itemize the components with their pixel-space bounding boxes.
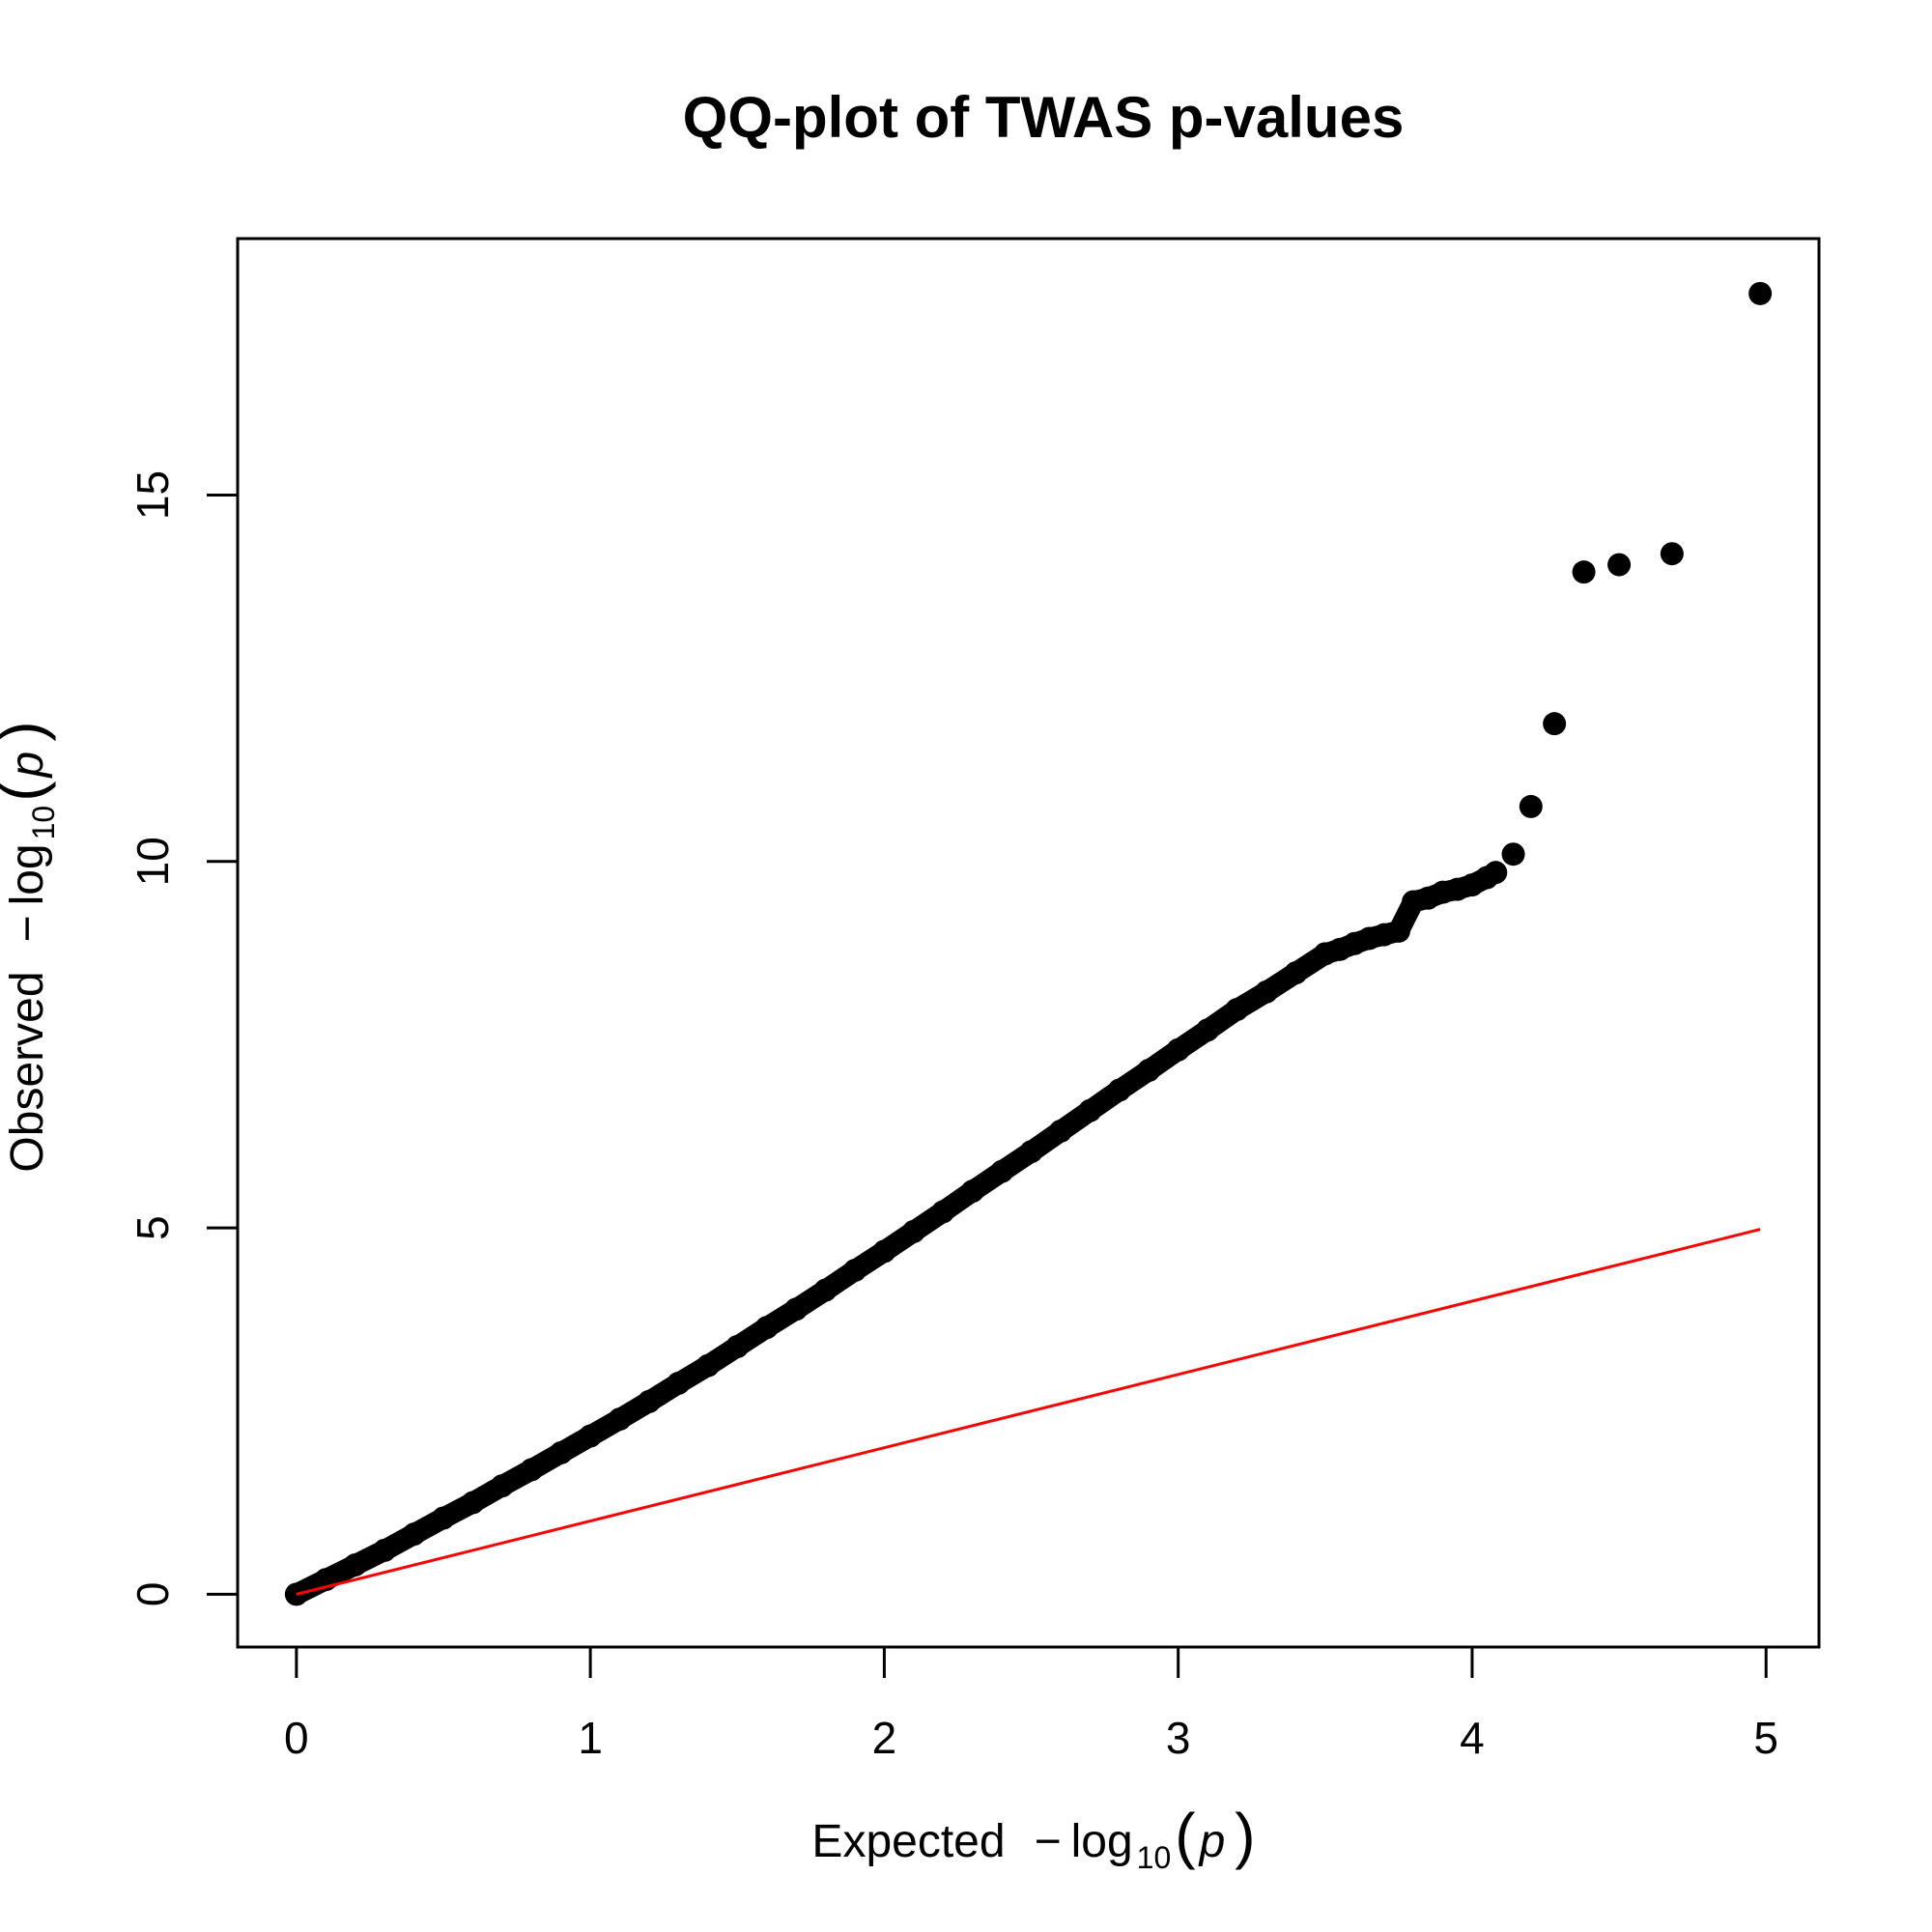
- data-point: [872, 1239, 896, 1264]
- data-point: [402, 1522, 426, 1547]
- y-tick-label: 5: [128, 1215, 178, 1240]
- data-point: [1284, 961, 1308, 985]
- data-point: [667, 1371, 691, 1395]
- plot-frame: [236, 237, 1821, 1649]
- y-axis-label: Observed − log 10 ( p ): [0, 721, 61, 1172]
- data-point: [842, 1259, 867, 1283]
- data-point: [1386, 919, 1410, 943]
- data-point: [1607, 553, 1632, 577]
- y-tick-label: 0: [128, 1582, 178, 1607]
- y-axis: 0 5 10 15: [128, 470, 240, 1607]
- data-point: [1078, 1098, 1102, 1122]
- data-point: [343, 1553, 367, 1577]
- data-point: [1019, 1140, 1043, 1164]
- data-point: [931, 1200, 955, 1224]
- x-tick-label: 0: [284, 1713, 309, 1763]
- x-tick-label: 4: [1460, 1713, 1485, 1763]
- data-point: [461, 1491, 485, 1515]
- data-point: [1501, 842, 1525, 867]
- data-point: [784, 1297, 809, 1321]
- data-point: [1048, 1119, 1072, 1143]
- data-point: [725, 1334, 750, 1358]
- data-point: [1166, 1037, 1190, 1062]
- y-tick-label: 15: [128, 470, 178, 520]
- data-point: [1543, 712, 1567, 736]
- chart-title: QQ-plot of TWAS p-values: [683, 85, 1405, 150]
- data-point: [431, 1506, 455, 1530]
- x-tick-label: 5: [1753, 1713, 1778, 1763]
- x-axis-label: Expected − log 10 ( p ): [811, 1801, 1255, 1875]
- data-point: [1254, 980, 1278, 1004]
- data-point: [373, 1538, 397, 1562]
- data-point: [1225, 998, 1249, 1022]
- data-point: [1660, 542, 1684, 566]
- data-point: [754, 1316, 779, 1340]
- data-point: [549, 1440, 573, 1464]
- data-point: [990, 1159, 1014, 1183]
- data-point: [1748, 281, 1773, 305]
- data-point: [696, 1353, 720, 1378]
- x-axis: 0 1 2 3 4 5: [284, 1645, 1778, 1763]
- data-point: [1572, 560, 1596, 584]
- data-point: [1137, 1058, 1161, 1082]
- x-tick-label: 1: [578, 1713, 603, 1763]
- data-point: [813, 1278, 838, 1302]
- data-point: [1484, 861, 1508, 885]
- data-point: [520, 1458, 544, 1482]
- y-tick-label: 10: [128, 837, 178, 886]
- x-tick-label: 3: [1166, 1713, 1191, 1763]
- data-point: [637, 1389, 661, 1413]
- data-point: [1107, 1078, 1131, 1102]
- data-layer: [284, 281, 1773, 1606]
- data-point: [608, 1407, 632, 1432]
- data-point: [1519, 794, 1543, 818]
- observed-dense-band: [285, 862, 1507, 1605]
- x-tick-label: 2: [872, 1713, 897, 1763]
- data-point: [490, 1474, 514, 1498]
- data-point: [960, 1179, 984, 1204]
- data-point: [1196, 1018, 1220, 1042]
- data-point: [579, 1424, 603, 1448]
- reference-line: [296, 1228, 1761, 1596]
- data-point: [901, 1219, 925, 1243]
